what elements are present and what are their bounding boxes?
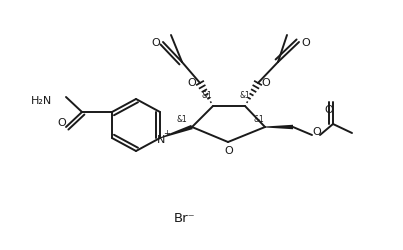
Text: O: O xyxy=(58,118,66,128)
Text: O: O xyxy=(313,126,321,136)
Text: +: + xyxy=(164,129,170,138)
Text: O: O xyxy=(262,78,270,88)
Text: &1: &1 xyxy=(253,114,264,123)
Text: O: O xyxy=(325,104,333,115)
Text: &1: &1 xyxy=(202,91,212,100)
Text: H₂N: H₂N xyxy=(31,96,52,106)
Text: O: O xyxy=(301,38,310,48)
Text: N: N xyxy=(157,134,165,144)
Text: O: O xyxy=(224,146,233,156)
Text: O: O xyxy=(188,78,196,88)
Text: Br⁻: Br⁻ xyxy=(174,212,196,224)
Text: O: O xyxy=(152,38,160,48)
Polygon shape xyxy=(265,125,293,130)
Polygon shape xyxy=(160,125,193,139)
Text: &1: &1 xyxy=(177,114,187,123)
Text: &1: &1 xyxy=(240,91,250,100)
